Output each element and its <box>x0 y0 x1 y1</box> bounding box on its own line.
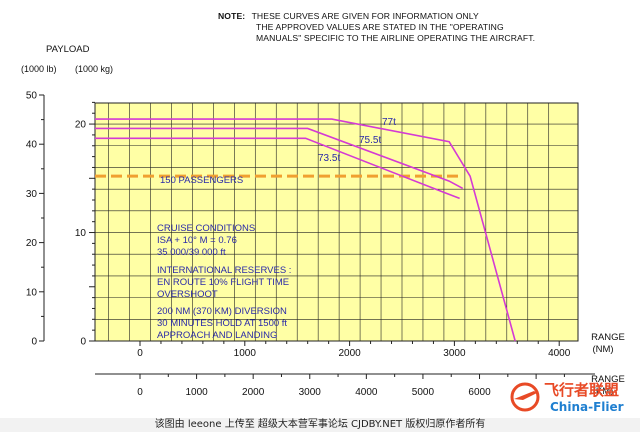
nm-tick-label: 0 <box>137 348 143 359</box>
series-label-73-5t: 73.5t <box>318 153 340 164</box>
note-label: NOTE: <box>218 11 246 21</box>
annotation-cruise-line: CRUISE CONDITIONS <box>157 223 255 234</box>
nm-tick-label: 2000 <box>338 348 361 359</box>
km-tick-label: 2000 <box>242 387 265 398</box>
kg-tick-label: 0 <box>80 337 86 348</box>
lb-tick-label: 20 <box>26 238 38 249</box>
km-tick-label: 1000 <box>185 387 208 398</box>
series-layer <box>95 118 516 342</box>
reference-line-label: 150 PASSENGERS <box>160 175 243 186</box>
note-text-1: THESE CURVES ARE GIVEN FOR INFORMATION O… <box>251 11 479 21</box>
y-units-kg: (1000 kg) <box>75 64 113 74</box>
note-block: NOTE: THESE CURVES ARE GIVEN FOR INFORMA… <box>218 11 633 44</box>
watermark-logo: 飞行者联盟 China-Flier <box>510 381 624 414</box>
plot-background <box>95 103 578 341</box>
note-line-3: MANUALS" SPECIFIC TO THE AIRLINE OPERATI… <box>218 33 633 44</box>
kg-tick-label: 10 <box>75 228 87 239</box>
km-axis-units: (KM) <box>593 386 614 397</box>
note-line-2: THE APPROVED VALUES ARE STATED IN THE "O… <box>218 22 633 33</box>
series-line-77t <box>95 118 516 342</box>
nm-tick-label: 4000 <box>548 348 571 359</box>
grid <box>95 103 578 341</box>
km-tick-label: 5000 <box>412 387 435 398</box>
footer-credit: 该图由 leeone 上传至 超级大本营军事论坛 CJDBY.NET 版权归原作… <box>0 418 640 432</box>
axes: 0 10 20 30 40 50 0 10 20 PAYLOAD (1000 lb) (1000 kg… <box>21 44 625 398</box>
kg-tick-label: 20 <box>75 120 87 131</box>
km-tick-label: 6000 <box>468 387 491 398</box>
series-label-77t: 77t <box>382 117 396 128</box>
series-label-75-5t: 75.5t <box>359 135 381 146</box>
y-units-lb: (1000 lb) <box>21 64 57 74</box>
nm-axis-title: RANGE <box>591 332 625 343</box>
plane-icon <box>514 391 537 400</box>
nm-tick-label: 3000 <box>443 348 466 359</box>
lb-tick-label: 50 <box>26 91 38 102</box>
annotation-diversion-line: 200 NM (370 KM) DIVERSION <box>157 306 287 317</box>
lb-tick-label: 10 <box>26 287 38 298</box>
nm-axis-units: (NM) <box>592 344 613 355</box>
annotation-reserves-line: OVERSHOOT <box>157 289 218 300</box>
annotation-diversion-line: APPROACH AND LANDING <box>157 330 277 341</box>
nm-tick-label: 1000 <box>234 348 257 359</box>
annotation-reserves-line: EN ROUTE 10% FLIGHT TIME <box>157 277 289 288</box>
lb-tick-label: 0 <box>31 337 37 348</box>
note-text-2: THE APPROVED VALUES ARE STATED IN THE "O… <box>256 22 504 32</box>
series-line-75-5t <box>95 127 464 190</box>
annotation-diversion-line: 30 MINUTES HOLD AT 1500 ft <box>157 318 287 329</box>
km-tick-label: 3000 <box>299 387 322 398</box>
annotation-cruise-line: ISA + 10° M = 0.76 <box>157 235 237 246</box>
km-tick-label: 4000 <box>355 387 378 398</box>
watermark-sub-text: China-Flier <box>550 400 624 414</box>
annotation-cruise-line: 35 000/39 000 ft <box>157 247 226 258</box>
series-line-73-5t <box>95 137 460 200</box>
note-text-3: MANUALS" SPECIFIC TO THE AIRLINE OPERATI… <box>256 33 536 43</box>
annotation-reserves-line: INTERNATIONAL RESERVES : <box>157 265 291 276</box>
note-line-1: NOTE: THESE CURVES ARE GIVEN FOR INFORMA… <box>218 11 633 22</box>
km-tick-label: 0 <box>137 387 143 398</box>
km-axis-title: RANGE <box>591 374 625 385</box>
lb-tick-label: 40 <box>26 140 38 151</box>
lb-tick-label: 30 <box>26 189 38 200</box>
watermark-site-text: 飞行者联盟 <box>544 381 619 399</box>
y-axis-title: PAYLOAD <box>46 44 90 55</box>
